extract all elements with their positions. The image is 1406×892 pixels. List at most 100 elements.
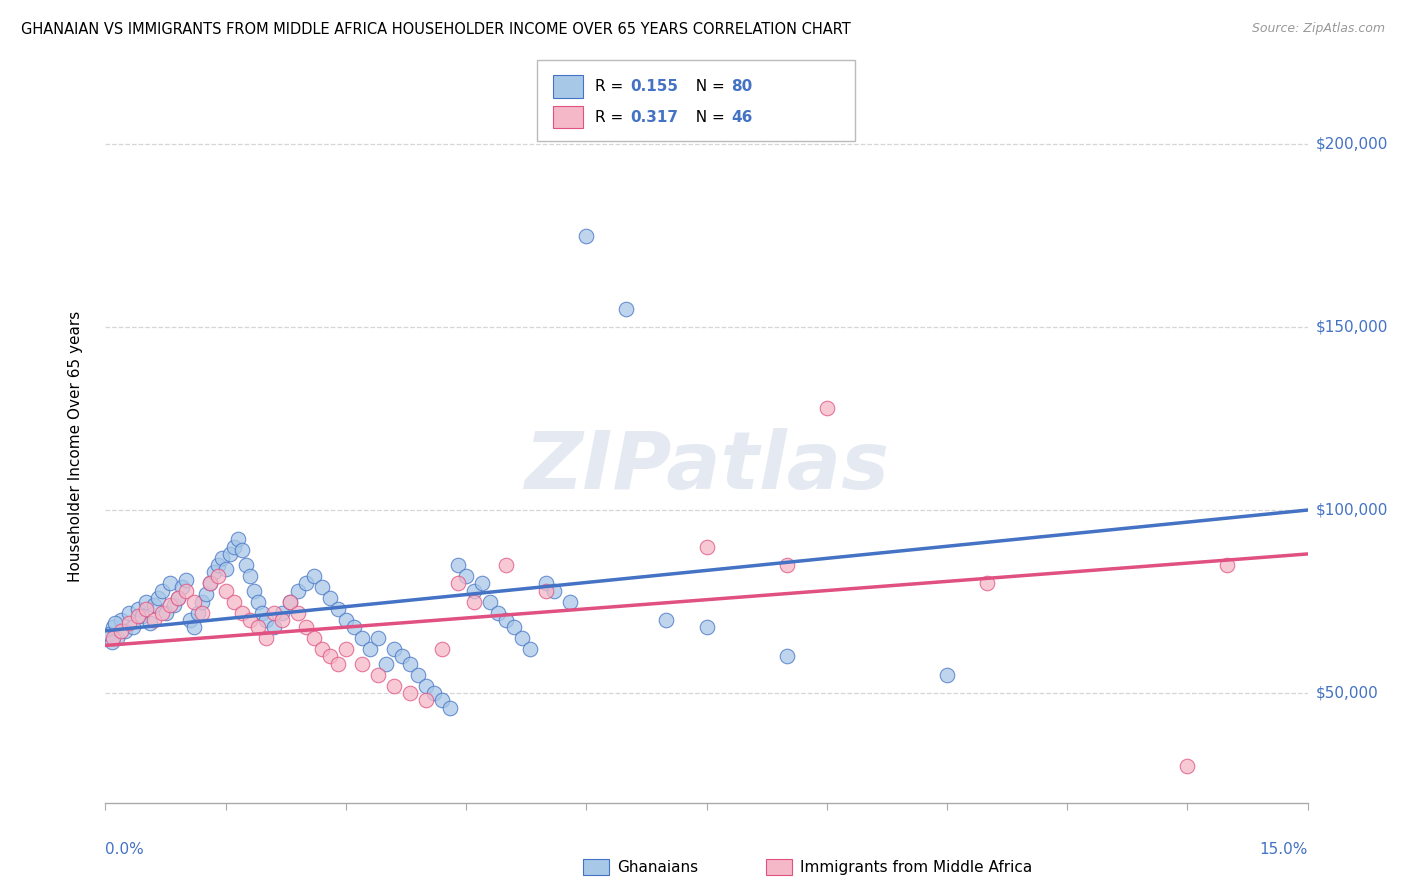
Text: 46: 46 xyxy=(731,110,752,125)
Point xyxy=(278,594,301,608)
Point xyxy=(278,594,301,608)
Point xyxy=(534,583,557,598)
Text: N =: N = xyxy=(686,79,730,95)
Point xyxy=(439,700,461,714)
Text: ZIPatlas: ZIPatlas xyxy=(524,428,889,507)
Point xyxy=(159,576,181,591)
Point xyxy=(406,667,429,681)
Point xyxy=(198,576,221,591)
Point xyxy=(118,616,141,631)
Point xyxy=(350,631,373,645)
Point xyxy=(110,613,132,627)
Point xyxy=(250,606,273,620)
Point xyxy=(456,569,478,583)
Point xyxy=(218,547,240,561)
Point xyxy=(302,631,325,645)
Point xyxy=(287,606,309,620)
Text: 80: 80 xyxy=(731,79,752,95)
Point xyxy=(423,686,446,700)
Point xyxy=(367,631,389,645)
Point xyxy=(616,301,638,316)
Point xyxy=(131,609,153,624)
Point xyxy=(159,598,181,612)
Point xyxy=(430,642,453,657)
Point xyxy=(503,620,526,634)
Point xyxy=(155,606,177,620)
Point xyxy=(231,606,253,620)
Point xyxy=(936,667,959,681)
Point xyxy=(214,561,236,575)
Point xyxy=(183,594,205,608)
Point xyxy=(295,576,318,591)
Point xyxy=(382,679,405,693)
Point xyxy=(122,620,145,634)
Point xyxy=(335,613,357,627)
Point xyxy=(367,667,389,681)
Point xyxy=(187,606,209,620)
Point xyxy=(146,591,169,605)
Point xyxy=(98,627,121,641)
Text: Ghanaians: Ghanaians xyxy=(617,860,699,874)
Point xyxy=(495,558,517,572)
Point xyxy=(150,606,173,620)
Y-axis label: Householder Income Over 65 years: Householder Income Over 65 years xyxy=(67,310,83,582)
Point xyxy=(166,591,188,605)
Point xyxy=(399,657,422,671)
Point xyxy=(118,606,141,620)
Point xyxy=(1175,759,1198,773)
Text: GHANAIAN VS IMMIGRANTS FROM MIDDLE AFRICA HOUSEHOLDER INCOME OVER 65 YEARS CORRE: GHANAIAN VS IMMIGRANTS FROM MIDDLE AFRIC… xyxy=(21,22,851,37)
Point xyxy=(534,576,557,591)
Point xyxy=(447,576,470,591)
Point xyxy=(343,620,366,634)
Text: 15.0%: 15.0% xyxy=(1260,842,1308,857)
Point xyxy=(103,620,125,634)
Point xyxy=(391,649,413,664)
Point xyxy=(776,649,799,664)
Point xyxy=(239,569,262,583)
Point xyxy=(170,580,193,594)
Point xyxy=(239,613,262,627)
Point xyxy=(214,583,236,598)
Point xyxy=(127,602,149,616)
Text: $150,000: $150,000 xyxy=(1316,319,1388,334)
Point xyxy=(696,620,718,634)
Point xyxy=(231,543,253,558)
Point xyxy=(194,587,217,601)
Point xyxy=(495,613,517,627)
Point xyxy=(560,594,582,608)
Point xyxy=(235,558,257,572)
Text: R =: R = xyxy=(595,79,628,95)
Point xyxy=(183,620,205,634)
Point xyxy=(226,533,249,547)
Point xyxy=(463,594,485,608)
Point xyxy=(510,631,533,645)
Point xyxy=(127,609,149,624)
Point xyxy=(655,613,678,627)
Point xyxy=(471,576,494,591)
Point xyxy=(326,657,349,671)
Point xyxy=(110,624,132,638)
Point xyxy=(207,569,229,583)
Point xyxy=(382,642,405,657)
Point xyxy=(107,631,129,645)
Point xyxy=(222,594,245,608)
Point xyxy=(101,634,124,648)
Text: 0.155: 0.155 xyxy=(630,79,678,95)
Point xyxy=(246,620,269,634)
Point xyxy=(135,602,157,616)
Text: Immigrants from Middle Africa: Immigrants from Middle Africa xyxy=(800,860,1032,874)
Point xyxy=(103,631,125,645)
Text: $200,000: $200,000 xyxy=(1316,136,1388,152)
Point xyxy=(335,642,357,657)
Point xyxy=(976,576,998,591)
Point xyxy=(463,583,485,598)
Point xyxy=(359,642,381,657)
Point xyxy=(399,686,422,700)
Text: R =: R = xyxy=(595,110,628,125)
Point xyxy=(150,583,173,598)
Point xyxy=(242,583,264,598)
Point xyxy=(270,613,292,627)
Point xyxy=(254,613,277,627)
Point xyxy=(104,616,127,631)
Point xyxy=(326,602,349,616)
